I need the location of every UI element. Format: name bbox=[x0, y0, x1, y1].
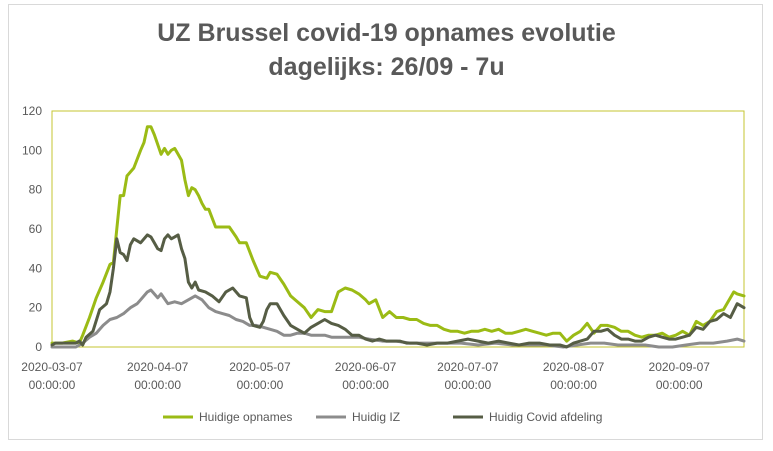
y-tick-label: 100 bbox=[22, 143, 42, 157]
legend: Huidige opnames Huidig IZ Huidig Covid afd… bbox=[163, 410, 602, 424]
x-tick-label-time: 00:00:00 bbox=[29, 378, 76, 392]
x-tick-label-date: 2020-08-07 bbox=[543, 360, 605, 374]
y-tick-label: 40 bbox=[29, 261, 43, 275]
chart-area bbox=[8, 4, 763, 440]
series-line-2 bbox=[50, 288, 746, 349]
plot-area bbox=[51, 110, 745, 348]
y-tick-label: 0 bbox=[35, 340, 42, 354]
x-tick-label-time: 00:00:00 bbox=[342, 378, 389, 392]
y-axis-ticks: 0 20 40 60 80 100 120 bbox=[22, 104, 42, 354]
legend-label: Huidig IZ bbox=[352, 410, 400, 424]
legend-label: Huidig Covid afdeling bbox=[489, 410, 602, 424]
x-tick-label-date: 2020-04-07 bbox=[127, 360, 189, 374]
series-line-3 bbox=[50, 233, 746, 349]
chart-title-line-1: UZ Brussel covid-19 opnames evolutie bbox=[157, 19, 616, 47]
x-tick-label-date: 2020-03-07 bbox=[21, 360, 83, 374]
series-line-1 bbox=[50, 125, 746, 345]
chart-title: UZ Brussel covid-19 opnames evolutie dag… bbox=[0, 16, 773, 84]
x-tick-label-time: 00:00:00 bbox=[237, 378, 284, 392]
y-tick-label: 60 bbox=[29, 222, 43, 236]
y-tick-label: 20 bbox=[29, 301, 43, 315]
legend-label: Huidige opnames bbox=[199, 410, 292, 424]
x-tick-label-time: 00:00:00 bbox=[550, 378, 597, 392]
x-tick-label-date: 2020-09-07 bbox=[649, 360, 711, 374]
x-tick-label-time: 00:00:00 bbox=[656, 378, 703, 392]
chart-title-line-2: dagelijks: 26/09 - 7u bbox=[268, 53, 505, 81]
x-tick-label-time: 00:00:00 bbox=[134, 378, 181, 392]
x-tick-label-time: 00:00:00 bbox=[445, 378, 492, 392]
x-axis-ticks: 2020-03-07 00:00:00 2020-04-07 00:00:00 2020… bbox=[21, 360, 710, 392]
series-lines bbox=[50, 125, 746, 349]
y-tick-label: 120 bbox=[22, 104, 42, 118]
x-tick-label-date: 2020-07-07 bbox=[437, 360, 499, 374]
x-tick-label-date: 2020-06-07 bbox=[335, 360, 397, 374]
y-tick-label: 80 bbox=[29, 183, 43, 197]
x-tick-label-date: 2020-05-07 bbox=[229, 360, 291, 374]
